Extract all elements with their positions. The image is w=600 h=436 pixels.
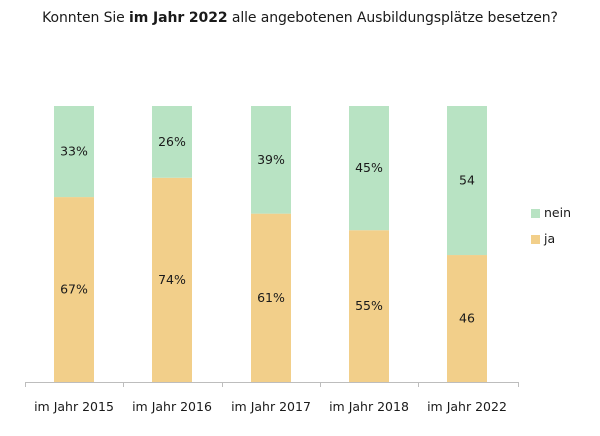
bar-segment-ja (447, 255, 487, 382)
data-label-ja: 55% (355, 298, 383, 313)
bar-segment-ja (349, 230, 389, 382)
bar-segment-ja (251, 213, 291, 382)
data-label-nein: 26% (158, 134, 186, 149)
plot-area: 67% 33% im Jahr 2015 74% 26% im Jahr 2016 61% 3… (25, 106, 519, 414)
data-label-ja: 74% (158, 272, 186, 287)
data-label-nein: 39% (257, 152, 285, 167)
legend-swatch-nein (531, 209, 540, 218)
title-suffix: alle angebotenen Ausbildungsplätze beset… (227, 10, 558, 26)
bar-segment-ja (152, 177, 192, 382)
title-prefix: Konnten Sie (42, 10, 130, 26)
bar-segment-ja (54, 197, 94, 382)
data-label-nein: 54 (459, 173, 475, 188)
title-bold: im Jahr 2022 (129, 10, 228, 26)
legend-swatch-ja (531, 235, 540, 244)
bar-segment-nein (349, 106, 389, 231)
bar-segment-nein (54, 106, 94, 198)
data-label-ja: 61% (257, 290, 285, 305)
data-label-ja: 46 (459, 311, 475, 326)
x-tick-label: im Jahr 2015 (34, 399, 114, 414)
bar-segment-nein (152, 106, 192, 178)
legend-label-ja: ja (543, 231, 555, 246)
data-label-nein: 45% (355, 160, 383, 175)
chart-title: Konnten Sie im Jahr 2022 alle angebotene… (0, 10, 600, 26)
data-label-ja: 67% (60, 282, 88, 297)
legend-label-nein: nein (544, 205, 571, 220)
x-tick-label: im Jahr 2016 (132, 399, 212, 414)
bar-segment-nein (447, 106, 487, 256)
legend: nein ja (531, 205, 571, 246)
x-tick-label: im Jahr 2022 (427, 399, 507, 414)
x-tick-label: im Jahr 2017 (231, 399, 311, 414)
data-label-nein: 33% (60, 144, 88, 159)
bar-segment-nein (251, 106, 291, 214)
x-tick-label: im Jahr 2018 (329, 399, 409, 414)
